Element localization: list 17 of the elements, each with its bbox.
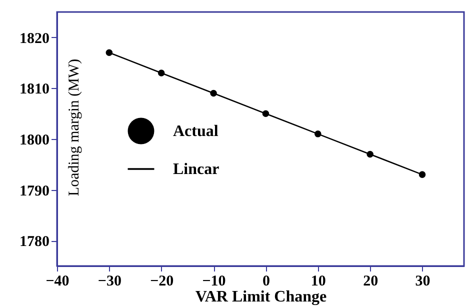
x-tick-label: −40 [46,274,70,290]
x-tick-label: −10 [202,274,226,290]
legend-label: Actual [173,123,219,140]
x-tick-label: 20 [363,274,378,290]
x-tick-label: −30 [98,274,122,290]
x-tick-label: 30 [415,274,430,290]
y-tick-label: 1820 [20,30,50,47]
y-tick-label: 1800 [20,132,50,148]
legend-label: Lincar [173,161,220,178]
x-tick-label: −20 [150,274,174,290]
y-axis-title: Loading margin (MW) [66,58,82,196]
y-tick-label: 1780 [20,234,50,250]
x-tick-label: 10 [310,274,326,290]
y-tick-label: 1790 [20,183,50,200]
x-axis-title: VAR Limit Change [195,288,327,306]
x-tick-label: 0 [262,274,270,290]
y-tick-label: 1810 [20,82,50,98]
